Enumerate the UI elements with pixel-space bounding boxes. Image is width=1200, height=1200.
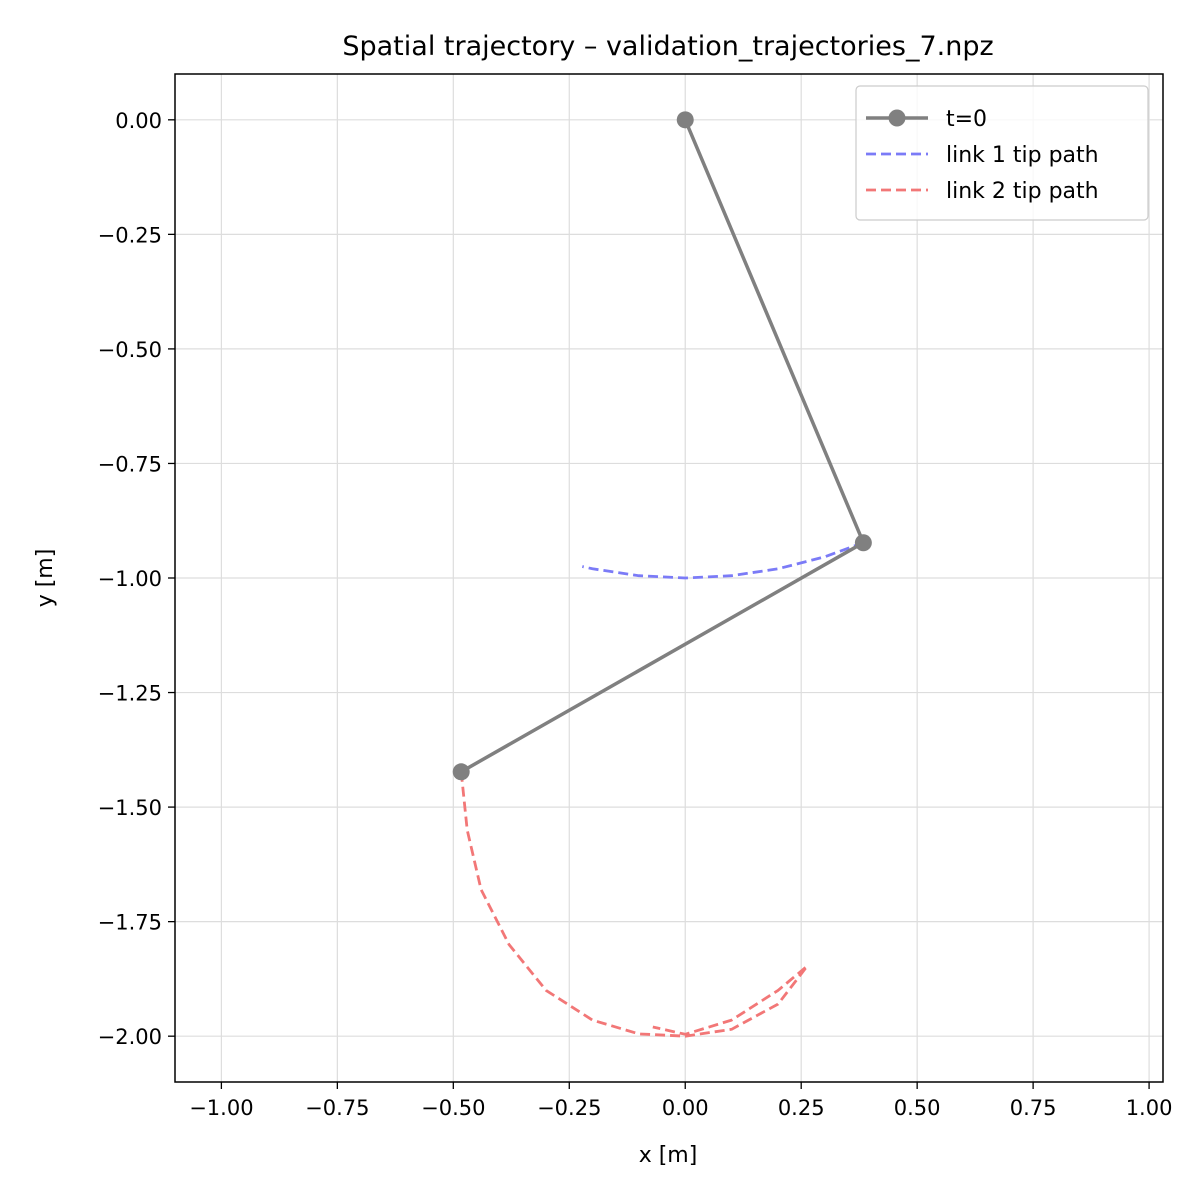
y-tick-label: −1.75 bbox=[98, 911, 162, 935]
plot-series bbox=[452, 111, 872, 1038]
y-tick-label: −1.25 bbox=[98, 682, 162, 706]
y-tick-label: −0.25 bbox=[98, 223, 162, 247]
x-axis-ticks: −1.00 −0.75 −0.50 −0.25 0.00 0.25 0.50 0.75 1.00 bbox=[189, 1082, 1172, 1120]
legend-marker bbox=[888, 109, 906, 127]
data-point-marker bbox=[676, 111, 694, 129]
legend-label-link-1-tip-path: link 1 tip path bbox=[946, 143, 1099, 168]
x-tick-label: −1.00 bbox=[189, 1096, 253, 1120]
y-tick-label: −2.00 bbox=[98, 1025, 162, 1049]
legend-box bbox=[855, 85, 1149, 221]
x-axis-label: x [m] bbox=[639, 1143, 698, 1168]
y-tick-label: −0.75 bbox=[98, 452, 162, 476]
legend: t=0 link 1 tip path link 2 tip path bbox=[855, 85, 1149, 221]
y-axis-ticks: 0.00 −0.25 −0.50 −0.75 −1.00 −1.25 −1.50 −1.75 −… bbox=[98, 109, 175, 1049]
data-point-marker bbox=[452, 763, 470, 781]
series-line-link-2-tip-path bbox=[459, 771, 809, 1038]
legend-label-t-0: t=0 bbox=[946, 107, 987, 132]
series-line-link-1-tip-path bbox=[581, 541, 864, 580]
y-axis-label: y [m] bbox=[33, 549, 58, 608]
chart-title: Spatial trajectory – validation_trajecto… bbox=[342, 31, 993, 62]
x-tick-label: 0.25 bbox=[778, 1096, 825, 1120]
x-tick-label: −0.75 bbox=[305, 1096, 369, 1120]
y-tick-label: 0.00 bbox=[115, 109, 162, 133]
x-tick-label: −0.50 bbox=[421, 1096, 485, 1120]
y-tick-label: −1.00 bbox=[98, 567, 162, 591]
y-tick-label: −0.50 bbox=[98, 338, 162, 362]
x-tick-label: 0.75 bbox=[1010, 1096, 1057, 1120]
x-tick-label: 1.00 bbox=[1126, 1096, 1173, 1120]
y-tick-label: −1.50 bbox=[98, 796, 162, 820]
x-tick-label: 0.00 bbox=[662, 1096, 709, 1120]
legend-label-link-2-tip-path: link 2 tip path bbox=[946, 179, 1099, 204]
data-point-marker bbox=[854, 534, 872, 552]
x-tick-label: −0.25 bbox=[537, 1096, 601, 1120]
x-tick-label: 0.50 bbox=[894, 1096, 941, 1120]
